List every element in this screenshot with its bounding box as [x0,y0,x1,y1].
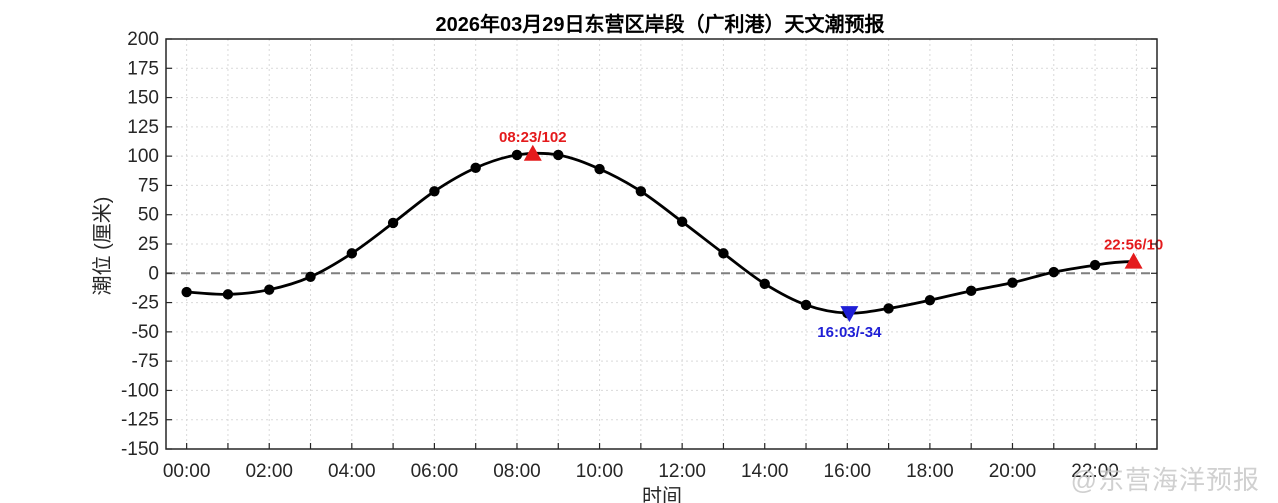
x-tick-label: 20:00 [989,461,1037,482]
y-tick-label: -25 [132,293,159,314]
data-point [553,149,564,161]
y-tick-label: -75 [132,351,159,372]
y-tick-label: 150 [127,88,159,109]
data-point [800,299,812,311]
y-tick-label: 125 [127,117,159,138]
x-tick-label: 06:00 [411,461,459,482]
y-tick-label: 0 [148,263,159,284]
x-axis-ticks: 00:00 02:00 04:00 06:00 08:00 10:00 12:00 14:00… [163,443,1137,482]
x-tick-label: 08:00 [493,461,541,482]
y-tick-label: 175 [127,58,159,79]
data-point [635,186,647,197]
x-tick-label: 04:00 [328,461,376,482]
y-axis-label: 潮位 (厘米) [91,197,114,296]
x-tick-label: 22:00 [1071,461,1119,482]
tide-curve [186,151,1134,315]
y-tick-label: -125 [121,410,159,431]
data-point [1048,266,1059,278]
data-point [594,163,605,175]
x-tick-label: 18:00 [906,461,954,482]
data-point [759,278,770,290]
x-tick-label: 14:00 [741,461,789,482]
data-point [387,217,399,229]
high-tide-marker [523,144,542,161]
low-tide-marker [840,306,859,323]
data-point [305,271,316,282]
data-point [470,162,481,174]
x-tick-label: 00:00 [163,461,211,482]
data-point [924,295,936,306]
grid [166,38,1157,450]
data-point [1007,277,1018,288]
high-tide-label: 08:23/102 [499,129,567,146]
data-point [883,303,894,314]
data-point [511,149,523,161]
low-tide-label: 16:03/-34 [817,324,882,341]
extreme-annotations: 08:23/102 16:03/-34 22:56/10 [499,129,1163,341]
y-tick-label: 100 [127,146,159,167]
data-point [346,248,358,259]
y-tick-label: 50 [138,205,159,226]
x-tick-label: 16:00 [824,461,872,482]
y-tick-label: -100 [121,380,159,401]
x-axis-label: 时间 [642,485,682,503]
y-axis-ticks: -150 -125 -100 -75 -50 -25 0 25 50 75 100 125 150 175… [121,29,1157,460]
watermark: @东营海洋预报 [1070,465,1260,495]
data-point [264,284,275,295]
y-tick-label: -50 [132,322,159,343]
y-tick-label: 75 [138,175,159,196]
x-tick-label: 12:00 [658,461,706,482]
y-tick-label: -150 [121,439,159,460]
data-point [429,186,440,197]
data-point [222,289,234,300]
data-point [1089,259,1101,271]
high-tide-marker [1124,252,1143,269]
y-tick-label: 200 [127,29,159,50]
x-tick-label: 02:00 [245,461,293,482]
data-point [965,285,977,297]
data-point [676,216,688,227]
data-point [181,286,192,298]
x-tick-label: 10:00 [576,461,624,482]
data-point [718,248,729,259]
y-tick-label: 25 [138,234,159,255]
chart-title: 2026年03月29日东营区岸段（广利港）天文潮预报 [436,12,885,36]
high-tide-label: 22:56/10 [1104,237,1163,254]
